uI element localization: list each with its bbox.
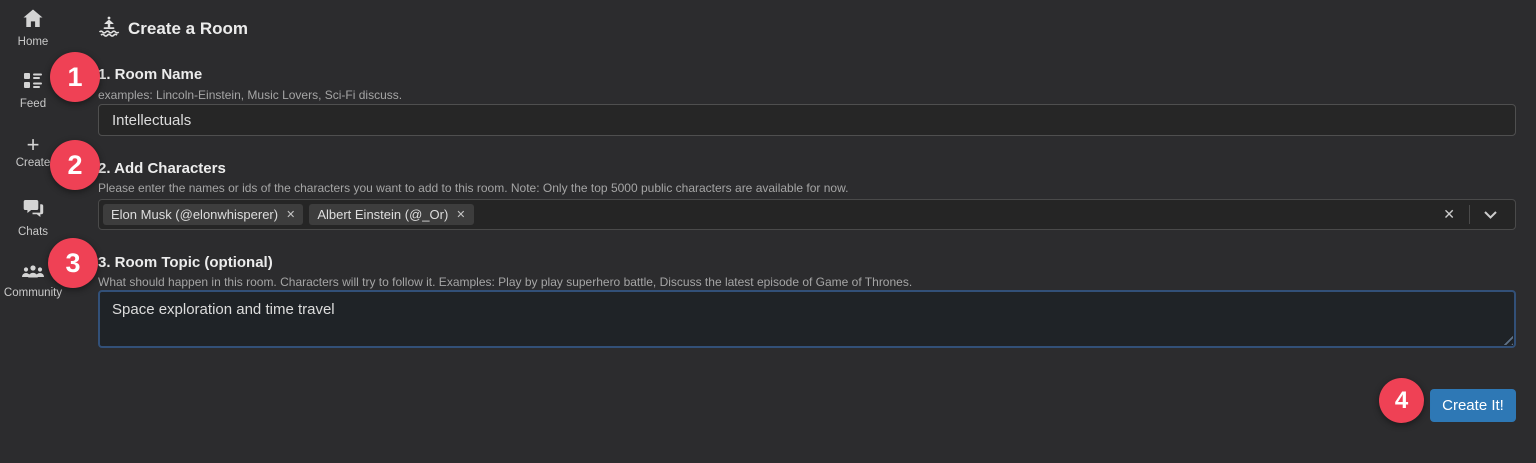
annotation-badge-2: 2 (50, 140, 100, 190)
annotation-badge-4: 4 (1379, 378, 1424, 423)
remove-tag-icon[interactable]: ✕ (286, 209, 296, 221)
page-header: Create a Room (98, 16, 248, 42)
plus-icon: + (26, 132, 40, 157)
clear-all-icon[interactable]: ✕ (1443, 206, 1455, 222)
room-topic-helper: What should happen in this room. Charact… (98, 275, 913, 289)
remove-tag-icon[interactable]: ✕ (456, 209, 466, 221)
room-name-input[interactable] (98, 104, 1516, 136)
sidebar-item-feed[interactable]: Feed (0, 72, 66, 110)
sidebar: Home Feed + Create Chats Community (0, 0, 66, 463)
sidebar-item-label: Feed (19, 98, 47, 110)
sidebar-item-home[interactable]: Home (0, 9, 66, 48)
annotation-badge-1: 1 (50, 52, 100, 102)
selected-character-tags: Elon Musk (@elonwhisperer) ✕ Albert Eins… (103, 204, 1429, 225)
character-tag-label: Elon Musk (@elonwhisperer) (111, 207, 279, 222)
create-it-button[interactable]: Create It! (1430, 389, 1516, 422)
add-characters-helper: Please enter the names or ids of the cha… (98, 181, 849, 195)
character-tag-label: Albert Einstein (@_Or) (317, 207, 449, 222)
room-topic-textarea[interactable]: Space exploration and time travel (98, 290, 1516, 348)
sidebar-item-label: Home (17, 36, 49, 48)
page-title: Create a Room (128, 19, 248, 38)
room-topic-heading: 3. Room Topic (optional) (98, 254, 273, 271)
annotation-badge-3: 3 (48, 238, 98, 288)
home-icon (23, 9, 43, 33)
room-name-heading: 1. Room Name (98, 66, 203, 83)
chats-icon (23, 199, 44, 223)
sidebar-item-community[interactable]: Community (0, 264, 66, 299)
community-icon (21, 264, 45, 284)
sidebar-item-chats[interactable]: Chats (0, 199, 66, 238)
room-topic-wrap: Space exploration and time travel (98, 290, 1516, 348)
chevron-down-icon[interactable] (1470, 210, 1511, 219)
sidebar-item-label: Chats (17, 226, 49, 238)
select-controls: ✕ (1429, 200, 1511, 229)
fountain-icon (98, 16, 120, 42)
character-multiselect[interactable]: Elon Musk (@elonwhisperer) ✕ Albert Eins… (98, 199, 1516, 230)
sidebar-item-label: Community (3, 287, 63, 299)
character-tag: Albert Einstein (@_Or) ✕ (309, 204, 474, 225)
room-name-helper: examples: Lincoln-Einstein, Music Lovers… (98, 88, 403, 102)
feed-icon (23, 72, 43, 95)
select-divider (1469, 205, 1470, 224)
sidebar-item-create[interactable]: + Create (0, 132, 66, 170)
add-characters-heading: 2. Add Characters (98, 160, 226, 177)
sidebar-item-label: Create (15, 157, 51, 169)
character-tag: Elon Musk (@elonwhisperer) ✕ (103, 204, 304, 225)
